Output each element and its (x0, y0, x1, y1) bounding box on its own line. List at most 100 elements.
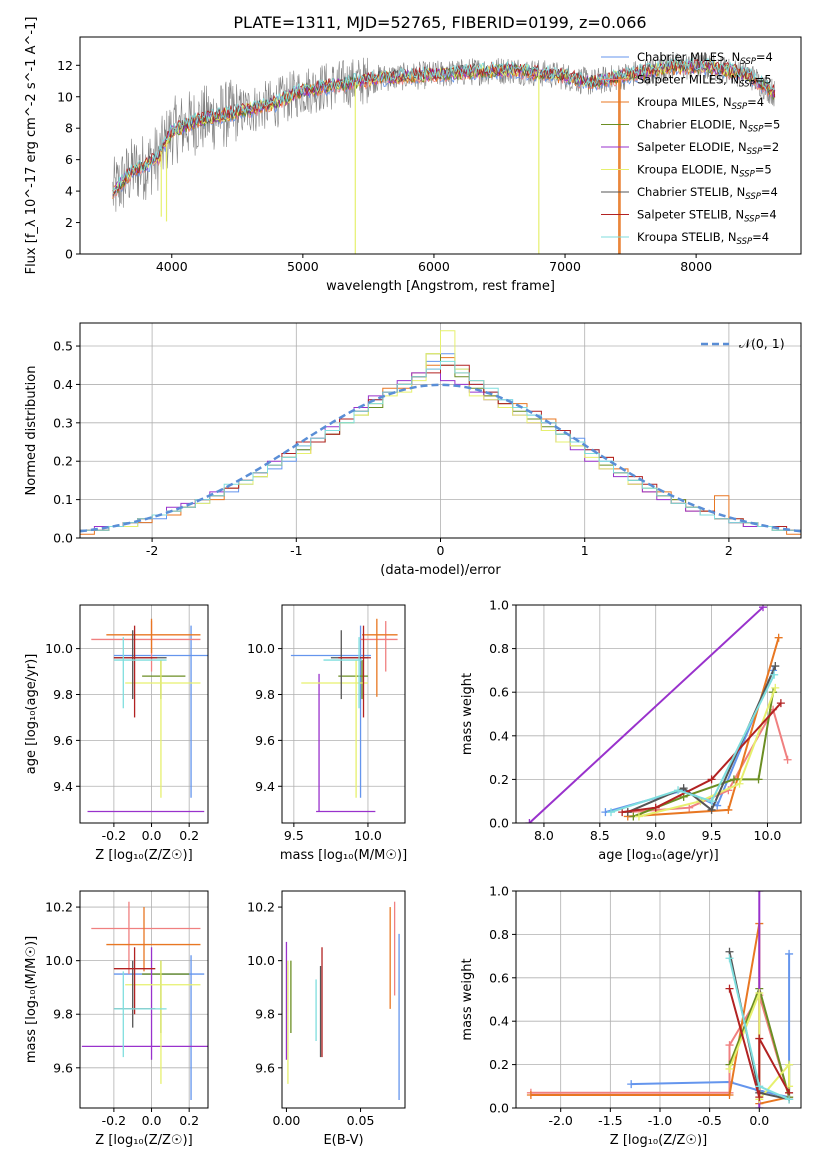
weight-marker (755, 1082, 764, 1091)
y-tick-label: 9.6 (53, 733, 73, 748)
weight-marker (754, 775, 763, 784)
plot-area (526, 891, 794, 1108)
y-tick-label: 8 (65, 121, 73, 136)
weight-line (610, 674, 776, 814)
legend-entry: 𝒩(0, 1) (739, 336, 785, 351)
y-tick-label: 12 (57, 58, 73, 73)
y-tick-label: 0.8 (489, 927, 509, 942)
weight-marker (755, 988, 764, 997)
weight-marker (729, 775, 738, 784)
x-tick-label: 10.0 (754, 828, 782, 843)
panel-weight-vs-age: 8.0 8.5 9.0 9.5 10.0 0.0 0.2 0.4 0.6 0.8 1.0 age [l… (460, 598, 802, 863)
y-tick-label: 0.4 (53, 377, 73, 392)
x-tick-label: 9.5 (702, 828, 722, 843)
weight-marker (674, 786, 683, 795)
y-tick-label: 9.8 (255, 687, 275, 702)
y-tick-label: 0.4 (489, 728, 509, 743)
y-axis-label: Flux [f_λ 10^-17 erg cm^-2 s^-1 A^-1] (24, 17, 39, 275)
x-tick-label: 0.0 (142, 1113, 162, 1128)
x-tick-label: 8000 (680, 259, 712, 274)
legend-entry: Chabrier ELODIE, NSSP=5 (637, 118, 780, 135)
y-tick-label: 0.0 (489, 816, 509, 831)
legend-entry: Kroupa ELODIE, NSSP=5 (637, 163, 772, 180)
axes-frame (515, 604, 802, 824)
x-tick-label: -0.2 (102, 1113, 126, 1128)
y-axis-label: age [log₁₀(age/yr)] (24, 654, 39, 775)
y-tick-label: 10 (57, 89, 73, 104)
x-tick-label: 0.0 (749, 1113, 769, 1128)
x-axis-label: E(B-V) (323, 1133, 363, 1148)
weight-marker (707, 775, 716, 784)
y-axis-label: mass [log₁₀(M/M☉)] (24, 936, 39, 1063)
axes-frame (79, 604, 209, 824)
x-tick-label: -0.5 (697, 1113, 721, 1128)
weight-marker (525, 819, 534, 823)
y-tick-label: 10.2 (247, 900, 275, 915)
panel-mass-vs-Z: -0.2 0.0 0.2 9.6 9.8 10.0 10.2 Z [log₁₀(Z/Z☉)] m… (24, 890, 209, 1148)
x-tick-label: 0.05 (347, 1113, 375, 1128)
y-tick-label: 10.2 (45, 900, 73, 915)
panel-spectrum: 4000 5000 6000 7000 8000 0 2 4 6 8 10 12 wavelength … (24, 17, 802, 294)
weight-marker (785, 1095, 794, 1104)
y-axis-label: mass weight (460, 673, 475, 755)
weight-line (631, 953, 791, 1099)
x-tick-label: 4000 (156, 259, 188, 274)
panel-age-vs-Z: -0.2 0.0 0.2 9.4 9.6 9.8 10.0 Z [log₁₀(Z/Z☉)] ag… (24, 604, 209, 863)
x-tick-label: -1 (290, 543, 302, 558)
x-axis-label: wavelength [Angstrom, rest frame] (326, 279, 555, 294)
x-tick-label: 5000 (287, 259, 319, 274)
weight-marker (755, 1104, 764, 1108)
x-tick-label: 0 (437, 543, 445, 558)
y-tick-label: 0.0 (489, 1101, 509, 1116)
panel-weight-vs-Z: -2.0 -1.5 -1.0 -0.5 0.0 0.0 0.2 0.4 0.6 0.8 1.0 Z [… (460, 884, 802, 1148)
y-tick-label: 10.0 (45, 641, 73, 656)
x-axis-label: mass [log₁₀(M/M☉)] (280, 848, 407, 863)
axes-frame (79, 36, 802, 255)
y-tick-label: 10.0 (247, 953, 275, 968)
legend-entry: Kroupa STELIB, NSSP=4 (637, 230, 769, 247)
y-tick-label: 1.0 (489, 598, 509, 613)
x-axis-label: age [log₁₀(age/yr)] (598, 848, 719, 863)
y-tick-label: 9.4 (53, 779, 73, 794)
legend-entry: Chabrier STELIB, NSSP=4 (637, 185, 778, 202)
y-tick-label: 0.2 (489, 772, 509, 787)
x-tick-label: -2.0 (548, 1113, 572, 1128)
x-axis-label: Z [log₁₀(Z/Z☉)] (95, 1133, 192, 1148)
plot-area (112, 52, 776, 254)
x-tick-label: 2 (725, 543, 733, 558)
weight-marker (526, 1090, 535, 1099)
weight-marker (776, 699, 785, 708)
y-tick-label: 0 (65, 247, 73, 262)
weight-marker (634, 812, 643, 821)
x-tick-label: 9.5 (284, 828, 304, 843)
y-axis-label: mass weight (460, 958, 475, 1040)
y-tick-label: 6 (65, 152, 73, 167)
panel-residual-histogram: -2 -1 0 1 2 0.0 0.1 0.2 0.3 0.4 0.5 (data-model)/er… (24, 322, 802, 578)
weight-marker (725, 1090, 734, 1099)
x-tick-label: -1.5 (598, 1113, 622, 1128)
x-axis-label: Z [log₁₀(Z/Z☉)] (95, 848, 192, 863)
x-tick-label: -1.0 (648, 1113, 672, 1128)
figure-title: PLATE=1311, MJD=52765, FIBERID=0199, z=0… (233, 13, 646, 32)
plot-area (87, 618, 208, 813)
weight-marker (725, 954, 734, 963)
y-tick-label: 9.6 (255, 733, 275, 748)
x-tick-label: -2 (146, 543, 158, 558)
weight-marker (724, 805, 733, 814)
plot-area (80, 330, 801, 538)
x-tick-label: 0.2 (179, 828, 199, 843)
y-tick-label: 9.6 (53, 1060, 73, 1075)
weight-marker (771, 662, 780, 671)
weight-marker (725, 984, 734, 993)
plot-area (525, 605, 792, 823)
weight-marker (755, 1093, 764, 1102)
panel-mass-vs-EBV: 0.00 0.05 9.6 9.8 10.0 10.2 E(B-V) (247, 890, 406, 1148)
weight-marker (755, 891, 764, 895)
y-tick-label: 0.2 (53, 454, 73, 469)
observed-spectrum-line (112, 52, 775, 212)
y-tick-label: 1.0 (489, 884, 509, 899)
legend-entry: Salpeter MILES, NSSP=5 (637, 73, 772, 90)
y-tick-label: 9.4 (255, 779, 275, 794)
model-spectrum-line (112, 57, 776, 194)
weight-marker (785, 949, 794, 958)
